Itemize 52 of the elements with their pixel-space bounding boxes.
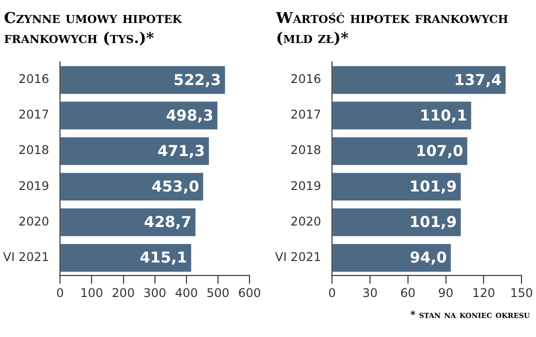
y-tick-label: VI 2021 [2,250,50,264]
y-tick-label: 2017 [18,108,50,122]
bar [332,172,461,201]
chart-title: Wartość hipotek frankowych (mld zł)* [274,8,510,49]
bar [332,244,451,272]
bar [60,208,196,236]
bar [332,66,506,94]
y-tick-label: 2016 [290,72,322,86]
data-label: 498,3 [166,106,214,124]
bar [60,66,226,94]
x-tick-label: 150 [510,286,533,300]
data-label: 471,3 [157,142,205,160]
bar [332,102,472,130]
y-tick-label: 2018 [290,143,322,158]
x-tick-label: 0 [328,286,336,300]
data-label: 101,9 [409,178,457,196]
data-label: 94,0 [410,248,447,267]
y-tick-label: 2018 [18,143,50,158]
y-tick-label: 2017 [290,108,322,122]
y-tick-label: 2019 [18,178,50,193]
data-label: 110,1 [420,106,468,124]
x-tick-label: 120 [472,286,496,300]
bar [60,102,218,130]
bar [332,208,461,236]
x-tick-label: 200 [112,286,135,300]
bar [332,137,468,165]
data-label: 453,0 [152,178,200,196]
x-tick-label: 400 [174,286,198,300]
chart-title: Czynne umowy hipotek frankowych (tys.)* [3,8,184,49]
text: * stan na koniec okresu [409,310,531,321]
x-tick-label: 90 [438,286,454,300]
bar [60,244,192,272]
x-tick-label: 100 [80,286,104,300]
y-tick-label: VI 2021 [274,250,322,264]
x-tick-label: 30 [362,286,378,300]
data-label: 428,7 [144,213,192,232]
y-tick-label: 2019 [290,178,322,193]
y-tick-label: 2016 [18,72,50,86]
x-tick-label: 0 [56,286,64,300]
bar [60,172,204,201]
data-label: 522,3 [174,70,222,89]
y-tick-label: 2020 [290,214,322,228]
y-tick-label: 2020 [18,214,50,228]
x-tick-label: 600 [238,286,261,300]
data-label: 137,4 [454,70,502,89]
data-label: 101,9 [409,213,457,232]
data-label: 415,1 [140,248,188,267]
bar [60,137,209,165]
x-tick-label: 300 [143,286,166,300]
x-tick-label: 60 [400,286,416,300]
x-tick-label: 500 [206,286,230,300]
data-label: 107,0 [416,142,464,160]
